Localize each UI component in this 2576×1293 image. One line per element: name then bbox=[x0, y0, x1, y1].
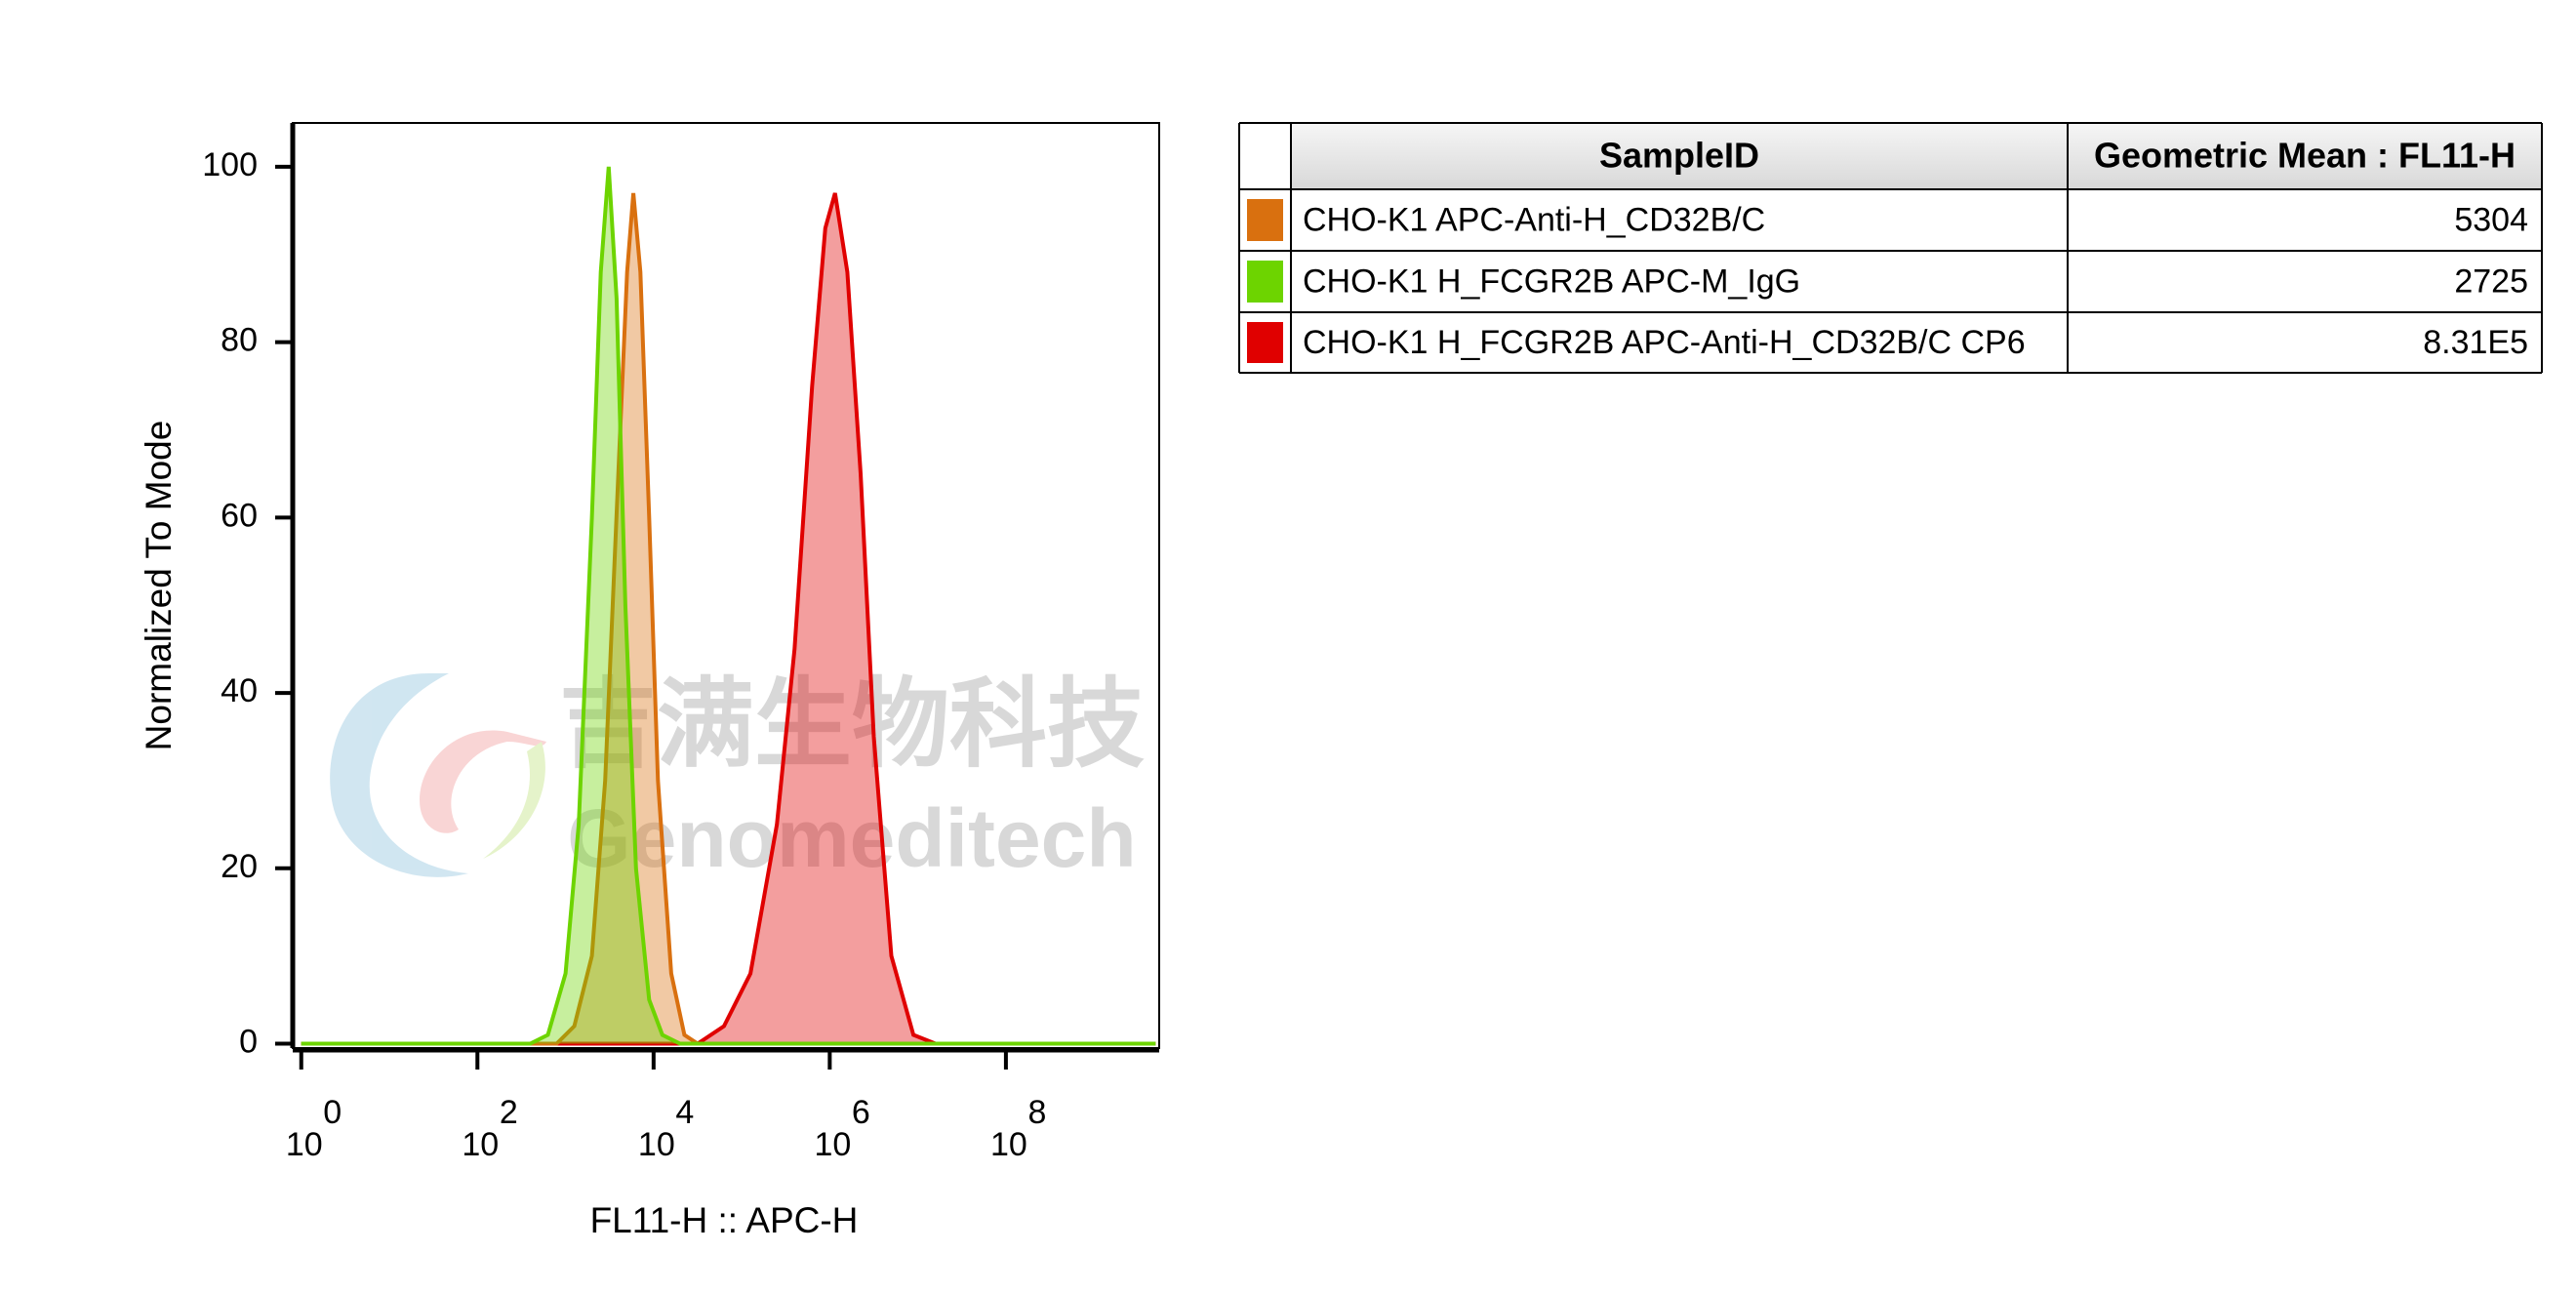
table-header-cell: Geometric Mean : FL11-H bbox=[2094, 136, 2516, 176]
y-tick-label: 60 bbox=[221, 497, 258, 534]
table-header bbox=[1291, 123, 2542, 189]
x-tick-label: 10 bbox=[638, 1126, 675, 1163]
series-area bbox=[301, 192, 1156, 1044]
x-axis-label: FL11-H :: APC-H bbox=[590, 1200, 859, 1240]
x-tick-label: 10 bbox=[286, 1126, 323, 1163]
y-axis-label: Normalized To Mode bbox=[139, 421, 179, 751]
table-value: 5304 bbox=[2454, 201, 2528, 238]
x-tick-label: 10 bbox=[462, 1126, 499, 1163]
plot-frame bbox=[292, 122, 1160, 1049]
x-tick-exponent: 0 bbox=[323, 1094, 342, 1131]
y-tick-label: 100 bbox=[202, 146, 258, 183]
series-area bbox=[301, 166, 1156, 1044]
y-tick-label: 20 bbox=[221, 848, 258, 885]
x-tick-label: 10 bbox=[814, 1126, 851, 1163]
table-value: 2725 bbox=[2454, 263, 2528, 300]
y-tick-label: 0 bbox=[239, 1023, 258, 1060]
y-tick-label: 80 bbox=[221, 322, 258, 359]
y-tick-label: 40 bbox=[221, 672, 258, 709]
legend-label: CHO-K1 APC-Anti-H_CD32B/C bbox=[1303, 201, 1765, 238]
legend-swatch bbox=[1247, 199, 1283, 241]
legend-table: SampleID Geometric Mean : FL11-H CHO-K1 AP… bbox=[1238, 122, 2543, 374]
legend-swatch bbox=[1247, 261, 1283, 303]
x-tick-exponent: 6 bbox=[852, 1094, 870, 1131]
watermark-logo bbox=[330, 673, 546, 877]
table-header-cell: SampleID bbox=[1599, 136, 1759, 176]
table-value: 8.31E5 bbox=[2423, 324, 2528, 361]
x-tick-exponent: 4 bbox=[675, 1094, 694, 1131]
series-line bbox=[301, 166, 1156, 1046]
series-line bbox=[301, 192, 1156, 1046]
plot-area bbox=[301, 166, 1156, 1046]
legend-swatch bbox=[1247, 322, 1283, 363]
x-tick-exponent: 8 bbox=[1027, 1094, 1046, 1131]
legend-label: CHO-K1 H_FCGR2B APC-M_IgG bbox=[1303, 263, 1800, 300]
series-area bbox=[301, 192, 1156, 1044]
legend-label: CHO-K1 H_FCGR2B APC-Anti-H_CD32B/C CP6 bbox=[1303, 324, 2026, 361]
x-tick-label: 10 bbox=[990, 1126, 1027, 1163]
series-line bbox=[301, 192, 1156, 1046]
x-tick-exponent: 2 bbox=[500, 1094, 518, 1131]
